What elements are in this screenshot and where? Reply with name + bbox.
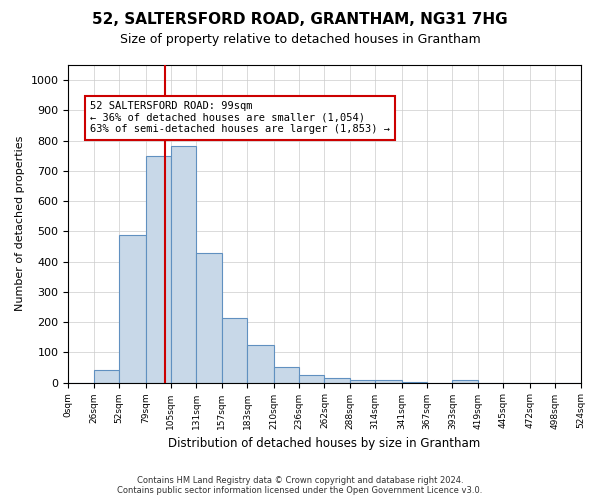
Text: 52, SALTERSFORD ROAD, GRANTHAM, NG31 7HG: 52, SALTERSFORD ROAD, GRANTHAM, NG31 7HG [92,12,508,28]
Bar [119,236,146,382]
Bar [452,380,478,382]
Bar [247,345,274,383]
Bar [325,378,350,382]
Bar [146,156,171,382]
Bar [375,380,401,382]
Bar [94,370,119,382]
Bar [299,375,325,382]
Text: Contains HM Land Registry data © Crown copyright and database right 2024.
Contai: Contains HM Land Registry data © Crown c… [118,476,482,495]
Text: Size of property relative to detached houses in Grantham: Size of property relative to detached ho… [119,32,481,46]
Bar [196,252,222,382]
X-axis label: Distribution of detached houses by size in Grantham: Distribution of detached houses by size … [168,437,481,450]
Bar [274,368,299,382]
Bar [171,146,196,382]
Bar [222,318,247,382]
Y-axis label: Number of detached properties: Number of detached properties [15,136,25,312]
Bar [350,380,375,382]
Text: 52 SALTERSFORD ROAD: 99sqm
← 36% of detached houses are smaller (1,054)
63% of s: 52 SALTERSFORD ROAD: 99sqm ← 36% of deta… [90,102,390,134]
